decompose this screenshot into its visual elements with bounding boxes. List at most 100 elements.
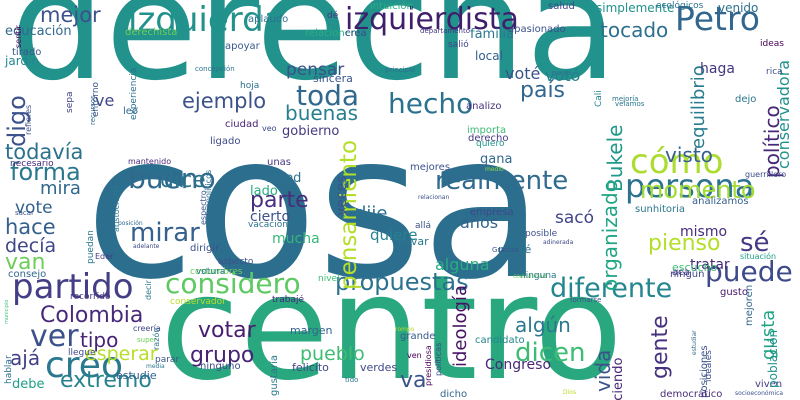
- cloud-word: organizado: [598, 180, 622, 291]
- cloud-word: esperar: [85, 343, 158, 365]
- cloud-word: aplaudo: [248, 14, 289, 25]
- cloud-word: vote: [15, 198, 53, 218]
- cloud-word: quiere: [370, 226, 418, 244]
- cloud-word: derecho: [468, 133, 509, 144]
- cloud-word: gustaría: [269, 355, 280, 396]
- cloud-word: decir: [144, 280, 153, 300]
- cloud-word: salud: [548, 1, 575, 12]
- cloud-word: educación: [5, 24, 72, 39]
- cloud-word: momento: [640, 176, 756, 204]
- cloud-word: van: [5, 250, 46, 275]
- cloud-word: quiero: [476, 139, 505, 149]
- cloud-word: salió: [448, 40, 469, 50]
- cloud-word: presidiosa: [424, 345, 433, 386]
- cloud-word: realmente: [435, 166, 569, 196]
- cloud-word: bueno: [128, 162, 216, 195]
- cloud-word: propuestas: [335, 268, 469, 296]
- cloud-word: gusto: [720, 287, 748, 298]
- cloud-word: pienso: [648, 231, 721, 256]
- cloud-word: alguna: [435, 255, 490, 274]
- cloud-word: venido: [718, 1, 759, 15]
- cloud-word: dé: [327, 11, 339, 21]
- cloud-word: izquierda: [128, 0, 285, 40]
- cloud-word: hecho: [388, 87, 474, 120]
- cloud-word: formarse: [570, 296, 602, 304]
- cloud-word: Eder: [95, 252, 114, 261]
- cloud-word: velamos: [615, 100, 645, 108]
- cloud-word: aspecto: [218, 257, 254, 267]
- cloud-word: intuición: [370, 1, 413, 12]
- cloud-word: unas: [267, 157, 292, 168]
- cloud-word: departamento: [420, 27, 470, 35]
- cloud-word: políticas: [434, 342, 443, 376]
- cloud-word: equilibrio: [688, 65, 709, 149]
- cloud-word: parte: [250, 188, 309, 213]
- cloud-word: ninguno: [200, 361, 241, 372]
- cloud-word: sincera: [313, 72, 353, 85]
- cloud-word: rica: [766, 67, 783, 77]
- cloud-word: Congreso: [485, 357, 552, 373]
- cloud-word: familia: [470, 27, 515, 42]
- cloud-word: vida: [591, 349, 615, 392]
- cloud-word: pueblo: [300, 343, 365, 365]
- cloud-word: importa: [467, 125, 507, 136]
- cloud-word: visto: [665, 143, 713, 167]
- cloud-word: ve: [95, 91, 115, 110]
- cloud-word: algún: [515, 313, 571, 337]
- cloud-word: izquierdista: [345, 2, 519, 37]
- cloud-word: partido: [12, 267, 134, 307]
- cloud-word: posición: [118, 220, 143, 227]
- cloud-word: mantenido: [128, 157, 172, 166]
- cloud-word: llegue: [68, 348, 96, 358]
- cloud-word: va: [400, 368, 427, 393]
- cloud-word: margen: [290, 324, 333, 337]
- cloud-word: media: [146, 363, 165, 370]
- cloud-word: aristocracia: [112, 185, 121, 232]
- cloud-word: cierto: [250, 209, 291, 225]
- cloud-word: escucho: [672, 261, 718, 274]
- cloud-word: sé: [740, 228, 770, 258]
- cloud-word: voté: [505, 64, 541, 83]
- cloud-word: gana: [480, 152, 513, 167]
- cloud-word: pensé: [498, 243, 532, 256]
- cloud-word: principio: [385, 66, 416, 74]
- cloud-word: debe: [12, 377, 45, 392]
- cloud-word: rompo: [395, 326, 415, 333]
- cloud-word: adelante: [133, 243, 160, 250]
- cloud-word: empresa: [470, 207, 514, 218]
- cloud-word: adinerada: [543, 239, 574, 246]
- cloud-word: pensar: [286, 60, 345, 80]
- cloud-word: sacó: [555, 208, 595, 228]
- cloud-word: Dios: [563, 389, 577, 396]
- cloud-word: gobierno: [282, 124, 340, 139]
- cloud-word: centro: [160, 244, 623, 400]
- cloud-word: dice: [160, 168, 206, 193]
- cloud-word: buenas: [285, 101, 359, 125]
- cloud-word: trabajé: [272, 295, 305, 305]
- cloud-word: ejemplo: [182, 89, 267, 113]
- cloud-word: mira: [40, 178, 81, 199]
- cloud-word: votar: [198, 318, 256, 343]
- cloud-word: jardín: [5, 54, 39, 68]
- cloud-word: sepa: [65, 91, 75, 113]
- cloud-word: guerrillero: [745, 170, 787, 179]
- cloud-word: necesario: [10, 159, 54, 169]
- cloud-word: ningún: [670, 269, 705, 280]
- cloud-word: haciendo: [611, 357, 626, 400]
- cloud-word: tido: [345, 376, 359, 384]
- cloud-word: comunidad: [513, 273, 547, 280]
- cloud-word: veo: [262, 124, 277, 133]
- cloud-word: espectro: [199, 190, 208, 225]
- cloud-word: dije: [355, 203, 388, 224]
- cloud-word: municipio: [4, 299, 10, 324]
- cloud-word: hoja: [240, 81, 260, 91]
- cloud-word: mejores: [410, 162, 451, 173]
- cloud-word: años: [460, 213, 499, 232]
- cloud-word: extremo: [60, 368, 152, 393]
- cloud-word: candidato: [475, 335, 525, 346]
- cloud-word: ninguna: [520, 271, 557, 281]
- cloud-word: todavía: [5, 140, 84, 164]
- cloud-word: dicho: [440, 389, 468, 400]
- cloud-word: vacaciones: [248, 220, 299, 230]
- cloud-word: relacionen: [305, 28, 358, 39]
